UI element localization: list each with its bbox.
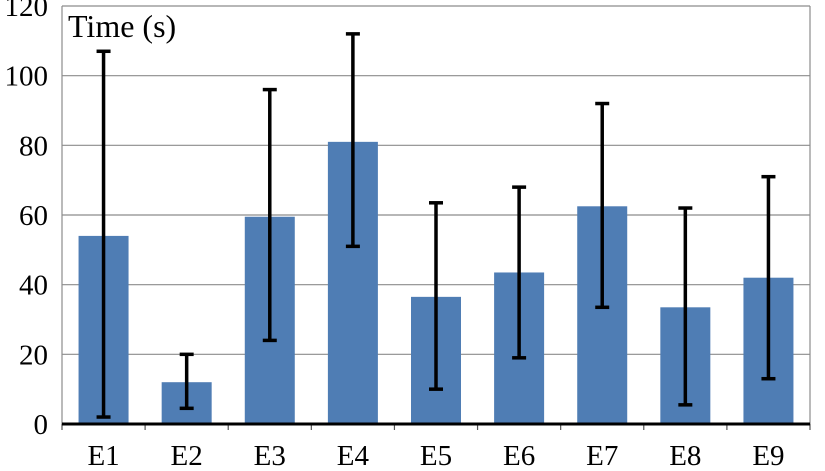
error-bar-E1	[96, 49, 111, 419]
error-bar-E5	[429, 201, 443, 391]
error-bar-E6	[512, 185, 527, 360]
y-axis-label: Time (s)	[68, 8, 176, 44]
axes	[61, 6, 811, 430]
error-bars	[96, 32, 776, 419]
x-tick-label-E8: E8	[669, 440, 701, 471]
y-tick-label-80: 80	[19, 130, 48, 162]
y-tick-label-60: 60	[19, 200, 48, 232]
x-tick-label-E6: E6	[503, 440, 535, 471]
x-tick-label-E3: E3	[254, 440, 286, 471]
y-tick-label-0: 0	[34, 409, 49, 441]
error-bar-E2	[179, 352, 194, 411]
y-tick-labels: 0 20 40 60 80 100 120	[5, 0, 49, 441]
y-tick-label-20: 20	[19, 339, 48, 371]
error-bar-E3	[262, 87, 277, 343]
y-tick-label-100: 100	[5, 61, 49, 93]
x-tick-label-E4: E4	[337, 440, 370, 471]
error-bar-E9	[761, 174, 776, 381]
error-bar-E7	[595, 101, 610, 310]
y-tick-label-120: 120	[5, 0, 49, 23]
y-tick-label-40: 40	[19, 270, 48, 302]
x-tick-label-E5: E5	[420, 440, 452, 471]
x-tick-label-E1: E1	[87, 440, 119, 471]
error-bar-E8	[678, 206, 693, 407]
x-tick-labels: E1 E2 E3 E4 E5 E6 E7 E8 E9	[87, 440, 784, 471]
error-bar-E4	[345, 32, 360, 249]
x-tick-label-E2: E2	[171, 440, 203, 471]
x-tick-label-E7: E7	[586, 440, 618, 471]
x-tick-label-E9: E9	[752, 440, 784, 471]
